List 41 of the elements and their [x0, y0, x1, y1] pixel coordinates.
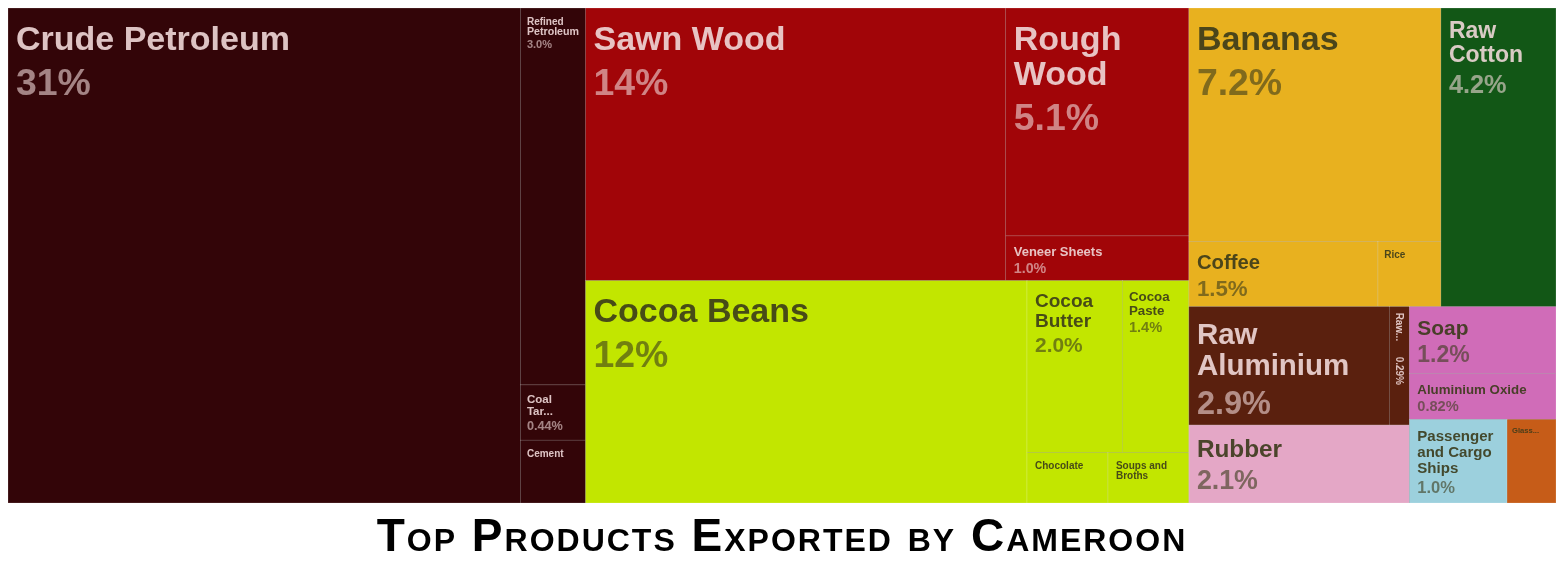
category-label: Coffee: [1196, 251, 1260, 274]
category-label: Coal Tar...: [526, 393, 553, 418]
category-label: Crude Petroleum: [16, 18, 290, 57]
text: Top Products Exported by Cameroon: [376, 509, 1188, 561]
category-label: Bananas: [1196, 18, 1339, 57]
data-label: 4.2%: [1448, 69, 1507, 98]
category-label: Rubber: [1196, 434, 1283, 462]
category-label: Veneer Sheets: [1013, 243, 1103, 259]
data-label: 12%: [593, 333, 669, 376]
data-label: 14%: [593, 60, 669, 103]
category-label: Cocoa Beans: [593, 291, 809, 330]
data-label: 3.0%: [526, 38, 553, 51]
category-label: Cocoa Butter: [1035, 289, 1094, 331]
data-label: 2.0%: [1035, 332, 1084, 356]
data-label: 0.82%: [1417, 398, 1459, 415]
category-label: Rice: [1384, 249, 1406, 261]
data-label: 1.2%: [1417, 341, 1470, 368]
data-label: 1.0%: [1013, 259, 1047, 276]
data-label: 2.9%: [1196, 384, 1271, 421]
category-label: Cement: [526, 447, 565, 459]
category-label: Chocolate: [1035, 459, 1084, 471]
category-label: Raw...: [1393, 312, 1405, 342]
data-label: 7.2%: [1196, 60, 1283, 103]
data-label: 2.1%: [1196, 464, 1259, 495]
data-label: 31%: [16, 60, 91, 103]
data-label: 0.29%: [1393, 356, 1405, 386]
category-label: Raw Cotton: [1448, 17, 1524, 68]
category-label: Raw Aluminium: [1196, 316, 1350, 381]
data-label: 1.0%: [1417, 477, 1456, 497]
data-label: 1.5%: [1196, 275, 1248, 301]
data-label: 0.44%: [526, 419, 563, 434]
category-label: Passenger and Cargo Ships: [1417, 427, 1494, 476]
category-label: Soap: [1417, 315, 1469, 339]
category-label: Aluminium Oxide: [1417, 381, 1527, 397]
category-label: Rough Wood: [1013, 18, 1122, 93]
data-label: 1.4%: [1128, 319, 1163, 336]
category-label: Refined Petroleum: [526, 15, 580, 38]
category-label: Cocoa Paste: [1128, 288, 1171, 318]
category-label: Soups and Broths: [1115, 459, 1168, 482]
data-label: 5.1%: [1013, 96, 1100, 139]
category-label: Sawn Wood: [593, 18, 786, 57]
